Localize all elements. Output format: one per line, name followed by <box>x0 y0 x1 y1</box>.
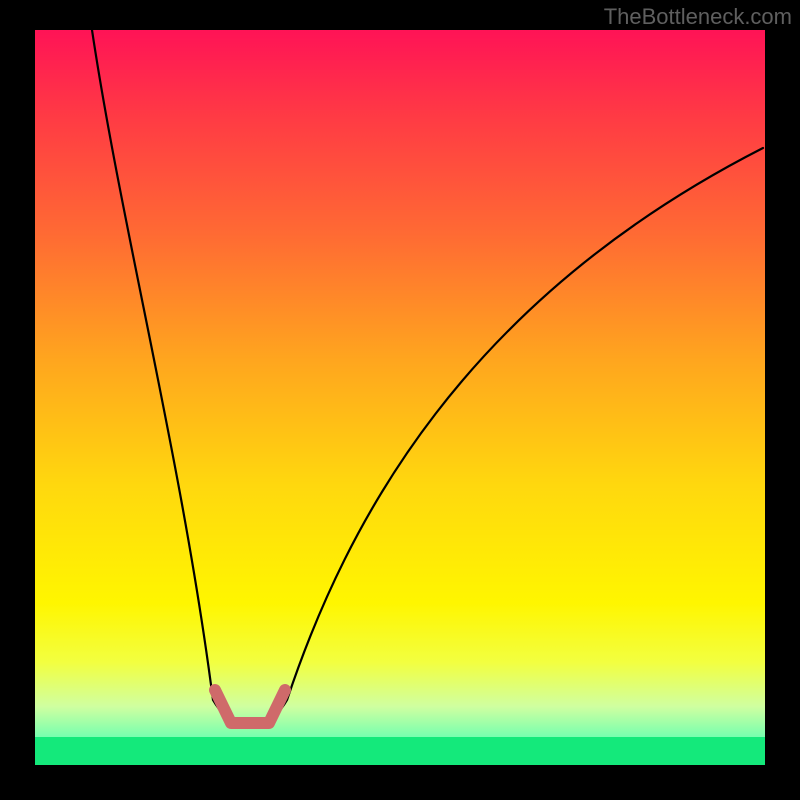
bottom-green-band <box>35 737 765 765</box>
plot-background <box>35 30 765 765</box>
chart-svg <box>0 0 800 800</box>
figure-outer: TheBottleneck.com <box>0 0 800 800</box>
watermark-text: TheBottleneck.com <box>604 4 792 30</box>
